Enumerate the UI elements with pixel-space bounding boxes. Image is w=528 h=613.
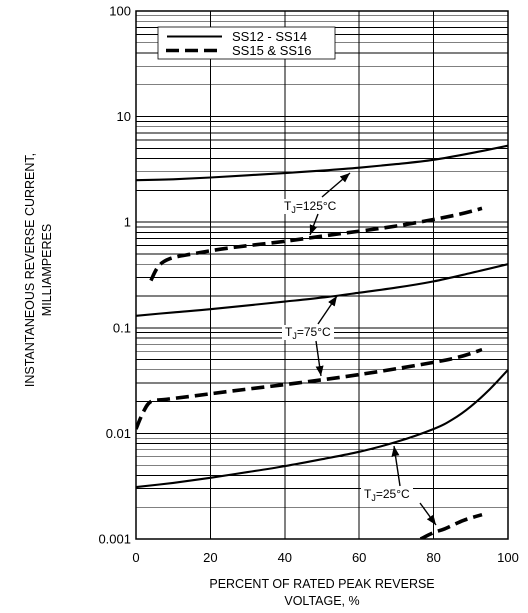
plot-area xyxy=(136,11,508,539)
annotation-background xyxy=(281,199,338,214)
x-tick-label: 100 xyxy=(497,550,519,565)
annotation-symbol: T xyxy=(285,325,293,339)
y-axis-title: INSTANTANEOUS REVERSE CURRENT, MILLIAMPE… xyxy=(23,153,54,387)
x-tick-label: 80 xyxy=(426,550,440,565)
y-tick-labels: 0.001 0.01 0.1 1 10 100 xyxy=(98,4,131,547)
annotation-arrow xyxy=(315,340,324,377)
y-tick-label: 0.1 xyxy=(113,320,131,335)
y-tick-label: 1 xyxy=(124,215,131,230)
x-tick-label: 60 xyxy=(352,550,366,565)
annotation-label: TJ=125°C xyxy=(284,199,337,215)
x-tick-label: 20 xyxy=(203,550,217,565)
series-curve-2-solid xyxy=(136,263,508,317)
annotation-label: TJ=25°C xyxy=(364,487,410,503)
annotation-background xyxy=(282,325,334,340)
data-curves xyxy=(136,144,508,539)
annotation-symbol: T xyxy=(364,487,372,501)
x-axis-title-line-2: VOLTAGE, % xyxy=(284,594,359,608)
annotation-arrow xyxy=(317,295,338,325)
y-tick-label: 0.001 xyxy=(98,532,131,547)
y-axis-title-line-1: INSTANTANEOUS REVERSE CURRENT, xyxy=(23,153,37,387)
series-curve-4-solid xyxy=(136,369,508,489)
legend: SS12 - SS14 SS15 & SS16 xyxy=(157,26,336,60)
annotation-symbol: T xyxy=(284,199,292,213)
series-curve-3-dashed xyxy=(136,347,483,430)
x-tick-label: 40 xyxy=(278,550,292,565)
annotation-25c: TJ=25°C xyxy=(361,445,437,526)
annotation-125c: TJ=125°C xyxy=(281,172,351,236)
legend-label: SS12 - SS14 xyxy=(232,29,307,44)
annotation-label: TJ=75°C xyxy=(285,325,331,341)
annotation-arrow xyxy=(309,213,319,236)
annotation-subscript: J xyxy=(291,205,296,215)
x-axis-title-line-1: PERCENT OF RATED PEAK REVERSE xyxy=(209,577,434,591)
annotation-subscript: J xyxy=(371,493,376,503)
series-curve-1-dashed xyxy=(149,206,483,282)
annotation-subscript: J xyxy=(292,331,297,341)
annotation-arrow xyxy=(391,445,401,487)
y-tick-label: 100 xyxy=(109,4,131,19)
y-tick-label: 10 xyxy=(117,109,131,124)
annotation-suffix: =125°C xyxy=(296,199,337,213)
series-curve-0-solid xyxy=(136,144,508,182)
annotation-arrow xyxy=(321,172,351,198)
plot-border xyxy=(135,10,509,540)
y-axis-title-line-2: MILLIAMPERES xyxy=(40,224,54,316)
x-tick-labels: 0 20 40 60 80 100 xyxy=(132,550,518,565)
legend-box xyxy=(157,26,336,60)
annotation-75c: TJ=75°C xyxy=(282,295,338,377)
annotation-arrow xyxy=(419,502,437,526)
series-curve-5-dashed xyxy=(419,512,483,539)
annotation-suffix: =75°C xyxy=(297,325,331,339)
y-tick-label: 0.01 xyxy=(106,426,131,441)
annotation-background xyxy=(361,487,413,502)
gridlines xyxy=(136,11,508,539)
annotation-suffix: =25°C xyxy=(376,487,410,501)
legend-label: SS15 & SS16 xyxy=(232,43,312,58)
x-axis-title: PERCENT OF RATED PEAK REVERSE VOLTAGE, % xyxy=(209,577,434,608)
x-tick-label: 0 xyxy=(132,550,139,565)
